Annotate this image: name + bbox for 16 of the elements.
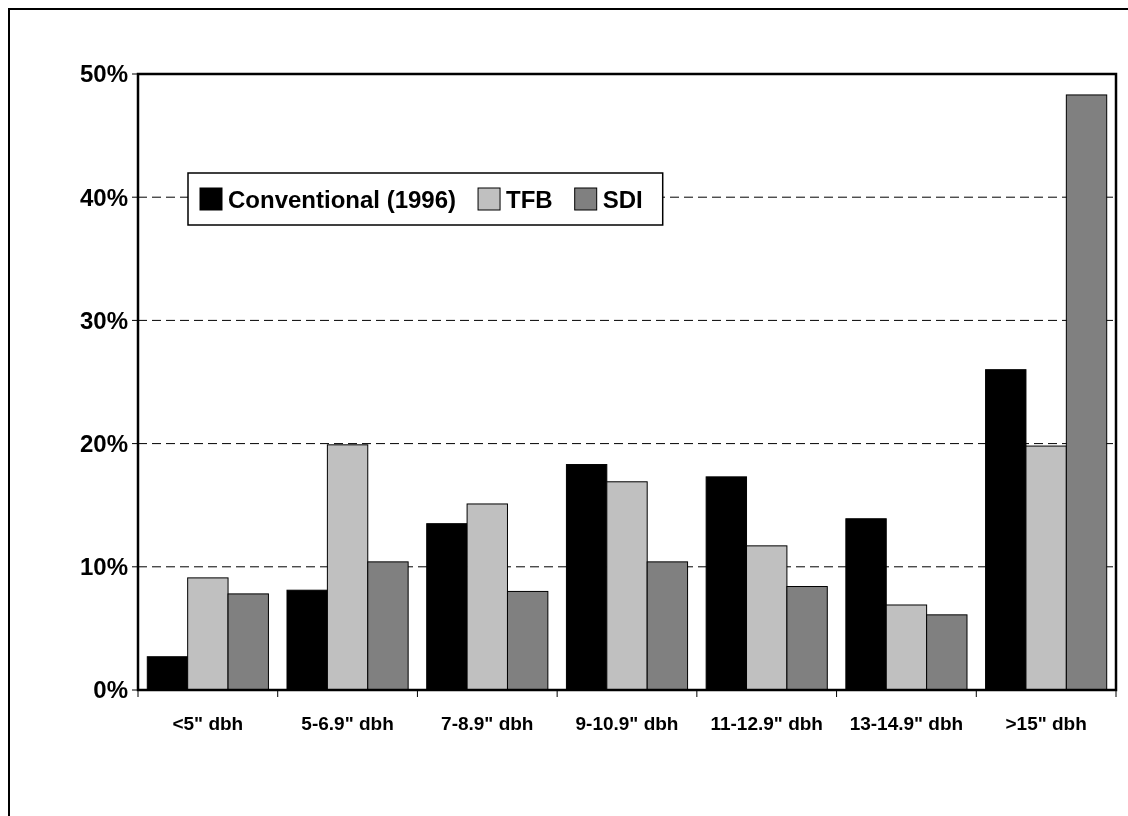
x-tick-label: <5" dbh	[172, 713, 244, 734]
x-tick-label: 5-6.9" dbh	[301, 713, 394, 734]
y-tick-label: 20%	[79, 430, 128, 457]
x-tick-label: 11-12.9" dbh	[710, 713, 823, 734]
x-tick-label: 13-14.9" dbh	[849, 713, 964, 734]
y-tick-label: 40%	[79, 183, 128, 211]
y-tick-label: 30%	[79, 306, 128, 334]
x-tick-label: 7-8.9" dbh	[441, 713, 534, 734]
y-tick-label: 0%	[93, 676, 128, 704]
y-tick-label: 50%	[79, 60, 128, 88]
x-tick-label: 9-10.9" dbh	[575, 713, 679, 734]
x-tick-label: >15" dbh	[1005, 713, 1087, 734]
legend-label: Conventional (1996)	[228, 185, 457, 213]
legend-label: TFB	[506, 185, 553, 213]
legend-label: SDI	[602, 185, 643, 213]
y-tick-label: 10%	[79, 553, 128, 581]
